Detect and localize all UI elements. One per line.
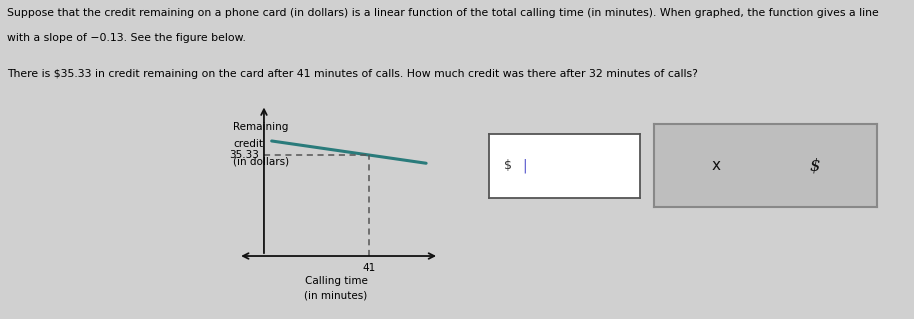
Text: 35.33: 35.33 <box>228 150 259 160</box>
Text: (in minutes): (in minutes) <box>304 290 367 300</box>
Text: There is $35.33 in credit remaining on the card after 41 minutes of calls. How m: There is $35.33 in credit remaining on t… <box>7 69 698 78</box>
Text: 41: 41 <box>363 263 377 273</box>
Text: x: x <box>712 158 721 174</box>
Text: |: | <box>522 159 526 173</box>
Text: $: $ <box>505 160 512 172</box>
Text: with a slope of −0.13. See the figure below.: with a slope of −0.13. See the figure be… <box>7 33 246 43</box>
Text: Suppose that the credit remaining on a phone card (in dollars) is a linear funct: Suppose that the credit remaining on a p… <box>7 8 879 18</box>
Text: credit: credit <box>233 139 263 149</box>
Text: Remaining: Remaining <box>233 122 289 132</box>
Text: $: $ <box>810 157 820 174</box>
Text: Calling time: Calling time <box>304 276 367 286</box>
Text: (in dollars): (in dollars) <box>233 156 289 166</box>
